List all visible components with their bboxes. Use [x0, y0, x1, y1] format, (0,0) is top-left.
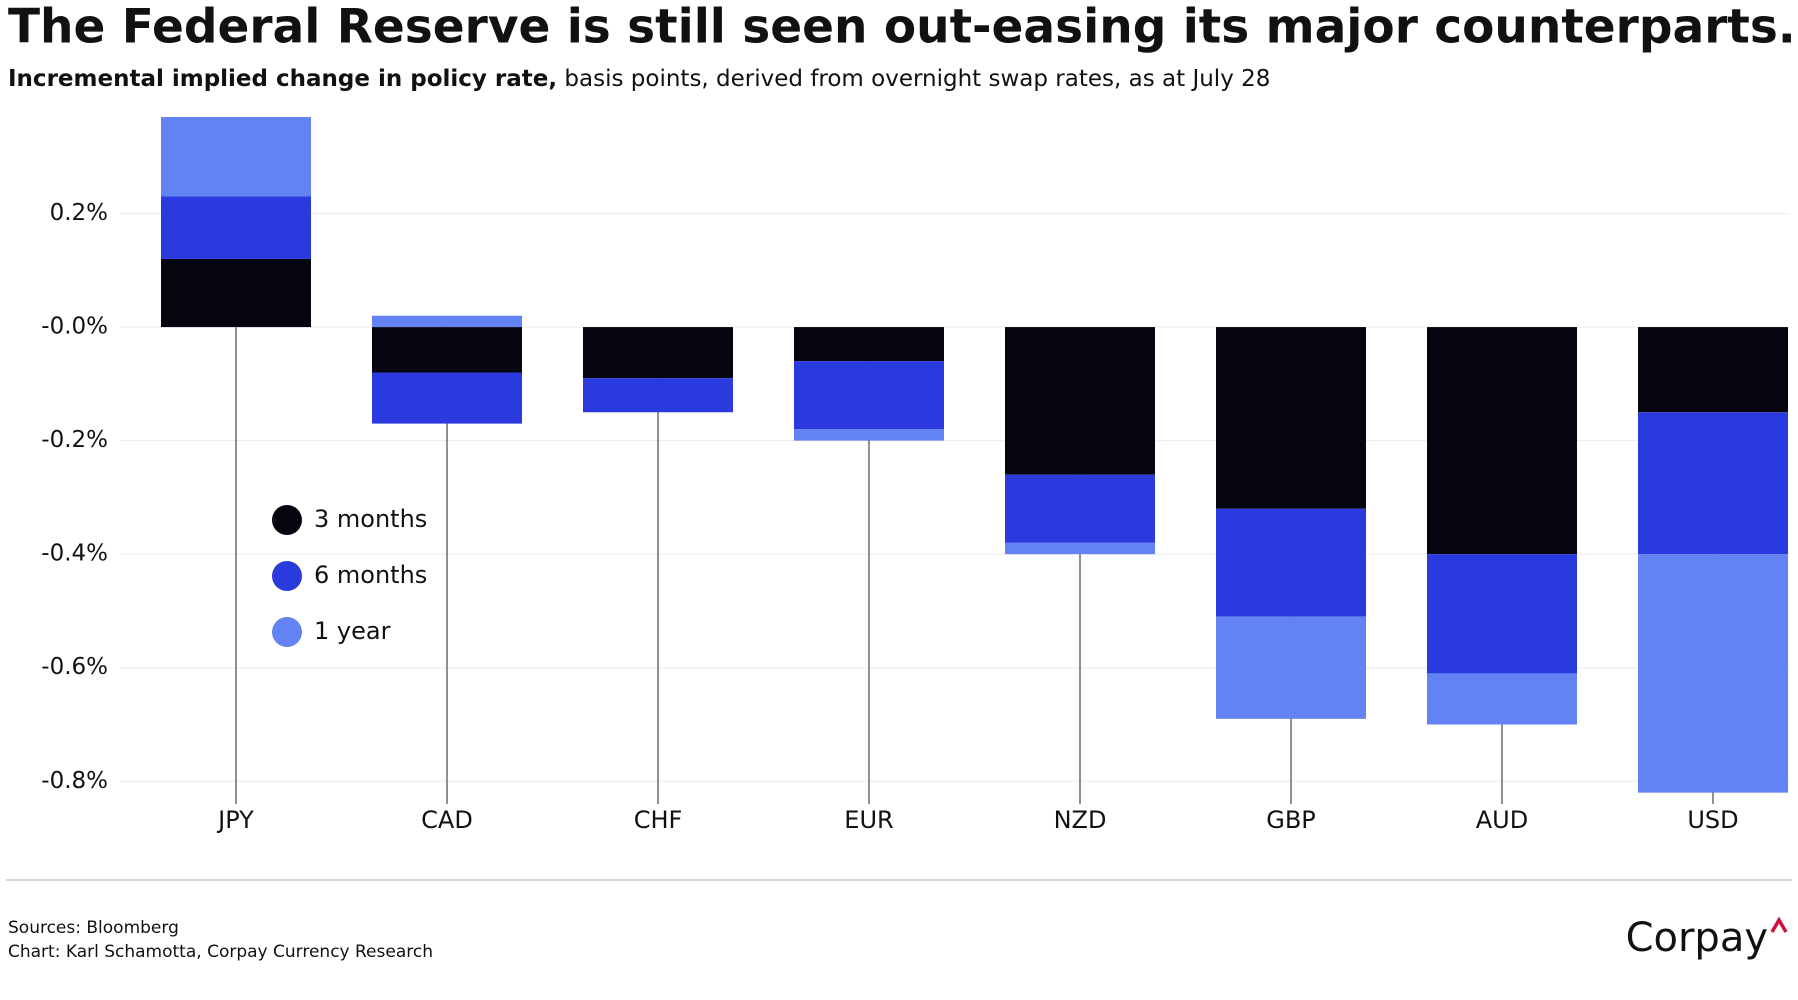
chart-subtitle: Incremental implied change in policy rat… [8, 66, 1270, 92]
bar-segment [794, 361, 944, 430]
bar-segment [1216, 327, 1366, 509]
x-tick-label: GBP [1266, 806, 1316, 834]
bar-segment [161, 117, 311, 197]
bar-segment [1216, 508, 1366, 617]
x-tick-label: CHF [634, 806, 683, 834]
bar-segment [583, 378, 733, 413]
x-tick-label: EUR [844, 806, 893, 834]
y-tick-label: 0.2% [50, 200, 108, 226]
chart-title: The Federal Reserve is still seen out-ea… [8, 0, 1796, 55]
legend: 3 months 6 months 1 year [272, 505, 427, 647]
legend-swatch [272, 561, 302, 591]
credit: Chart: Karl Schamotta, Corpay Currency R… [8, 942, 433, 962]
legend-swatch [272, 505, 302, 535]
bar-segment [1638, 412, 1788, 555]
y-tick-label: -0.2% [41, 427, 108, 453]
bar-segment [161, 258, 311, 328]
x-tick-label: CAD [421, 806, 473, 834]
bar-segment [583, 327, 733, 379]
logo: Corpay [1626, 915, 1768, 961]
bar-segment [1005, 474, 1155, 543]
bar-segment [1638, 554, 1788, 793]
x-tick-label: AUD [1476, 806, 1528, 834]
y-tick-label: -0.6% [41, 654, 108, 680]
y-tick-label: -0.4% [41, 541, 108, 567]
bar-segment [1216, 616, 1366, 719]
bar-segment [372, 315, 522, 328]
grid: 0.2% -0.0% -0.2% -0.4% -0.6% -0.8% [41, 200, 1790, 794]
bar-segment [1005, 327, 1155, 475]
legend-label: 1 year [314, 617, 391, 645]
y-tick-label: -0.8% [41, 768, 108, 794]
y-tick-label: -0.0% [41, 314, 108, 340]
legend-label: 3 months [314, 505, 427, 533]
bar-segment [1427, 554, 1577, 674]
bars [161, 117, 1788, 793]
bar-segment [1427, 327, 1577, 555]
legend-label: 6 months [314, 561, 427, 589]
bar-segment [794, 327, 944, 362]
logo-mark [1770, 916, 1788, 933]
x-tick-label: USD [1687, 806, 1738, 834]
bar-segment [161, 196, 311, 259]
bar-segment [794, 429, 944, 441]
bar-segment [1427, 673, 1577, 725]
sources: Sources: Bloomberg [8, 918, 179, 938]
legend-swatch [272, 617, 302, 647]
bar-segment [372, 372, 522, 424]
bar-segment [1638, 327, 1788, 413]
subtitle-rest: basis points, derived from overnight swa… [564, 66, 1270, 92]
subtitle-lead: Incremental implied change in policy rat… [8, 66, 557, 92]
x-tick-label: JPY [216, 806, 254, 834]
x-tick-label: NZD [1054, 806, 1107, 834]
bar-segment [1005, 542, 1155, 555]
category-ticks: JPY CAD CHF EUR NZD GBP AUD USD [216, 327, 1739, 834]
bar-segment [372, 327, 522, 373]
